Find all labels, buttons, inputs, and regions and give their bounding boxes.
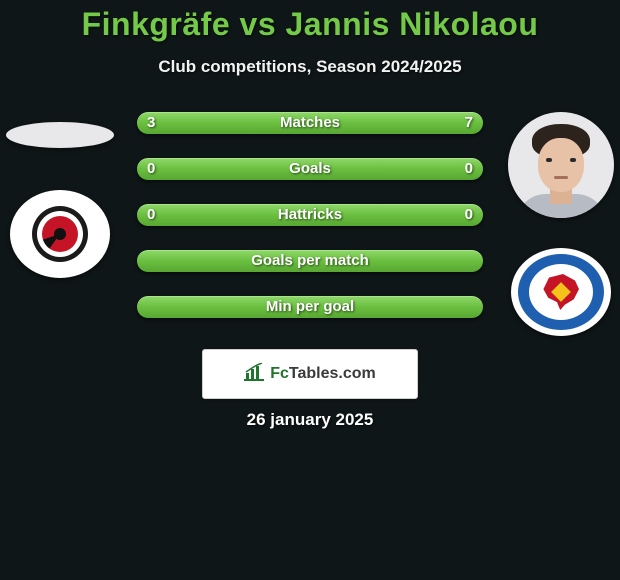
page-title: Finkgräfe vs Jannis Nikolaou bbox=[0, 6, 620, 43]
stat-label: Goals per match bbox=[137, 250, 483, 272]
date-label: 26 january 2025 bbox=[0, 410, 620, 430]
stat-row-matches: 3 Matches 7 bbox=[137, 112, 483, 134]
stats-bars: 3 Matches 7 0 Goals 0 0 Hattricks 0 Goal… bbox=[137, 112, 483, 318]
stat-row-min-per-goal: Min per goal bbox=[137, 296, 483, 318]
brand-part3: .com bbox=[338, 365, 375, 382]
brand-part2: Tables bbox=[289, 365, 339, 382]
brand-text: FcTables.com bbox=[270, 365, 376, 383]
page-subtitle: Club competitions, Season 2024/2025 bbox=[0, 57, 620, 77]
brand-part1: Fc bbox=[270, 365, 289, 382]
stat-label: Matches bbox=[137, 112, 483, 134]
stat-label: Hattricks bbox=[137, 204, 483, 226]
chart-icon bbox=[244, 363, 264, 386]
stat-right-value: 0 bbox=[465, 158, 473, 180]
stat-row-goals: 0 Goals 0 bbox=[137, 158, 483, 180]
stat-right-value: 0 bbox=[465, 204, 473, 226]
stat-label: Goals bbox=[137, 158, 483, 180]
stat-row-hattricks: 0 Hattricks 0 bbox=[137, 204, 483, 226]
brand-box[interactable]: FcTables.com bbox=[202, 349, 418, 399]
stat-right-value: 7 bbox=[465, 112, 473, 134]
stat-label: Min per goal bbox=[137, 296, 483, 318]
stat-row-goals-per-match: Goals per match bbox=[137, 250, 483, 272]
